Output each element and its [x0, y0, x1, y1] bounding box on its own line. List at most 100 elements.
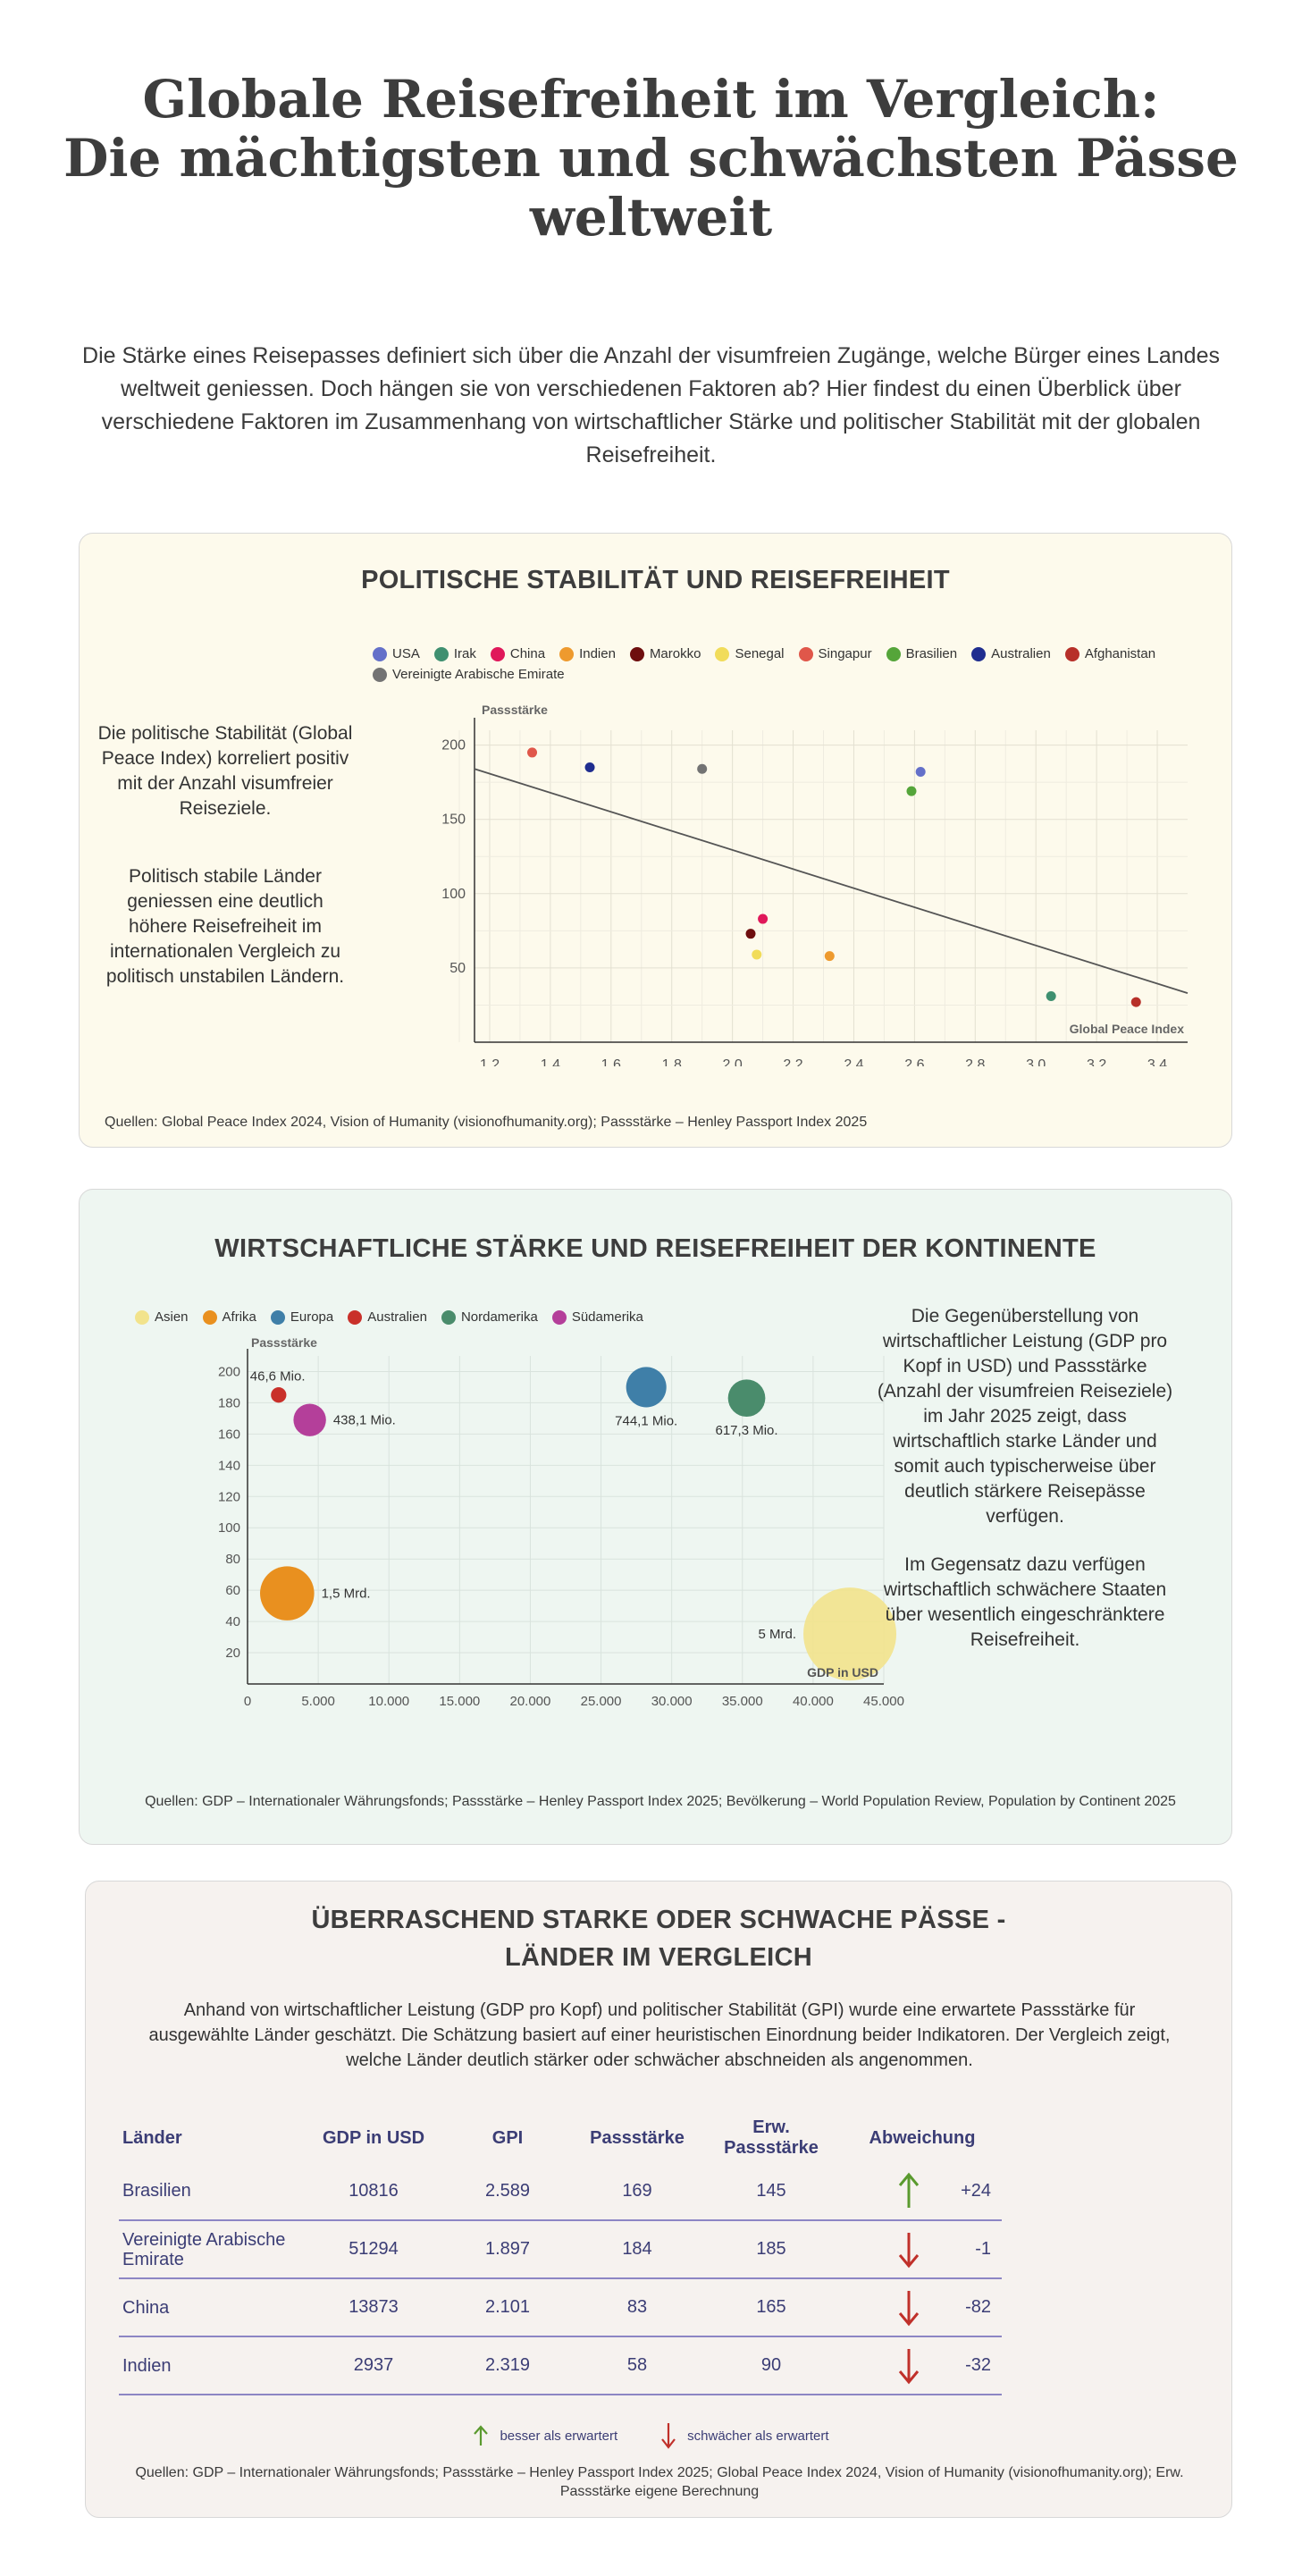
bubble-legend-item: Südamerika: [551, 1309, 643, 1325]
legend-swatch: [1064, 646, 1079, 661]
legend-swatch: [971, 646, 987, 661]
cell-deviation: -1: [843, 2220, 1002, 2279]
intro-text: Die Stärke eines Reisepasses definiert s…: [82, 343, 1220, 467]
data-point: [697, 763, 708, 774]
legend-label: Südamerika: [571, 1309, 643, 1325]
y-tick-label: 80: [225, 1552, 240, 1567]
y-tick-label: 60: [225, 1583, 240, 1598]
section3-intro: Anhand von wirtschaftlicher Leistung (GD…: [148, 2000, 1171, 2070]
cell-gpi: 2.589: [441, 2162, 575, 2221]
legend-swatch: [551, 1309, 567, 1325]
x-tick-label: 25.000: [581, 1694, 622, 1708]
bubble-chart: 0 5.000 10.000 15.000 20.000 25.000 30.000 35.0…: [218, 1335, 904, 1708]
scatter-legend-item: Marokko: [629, 646, 701, 661]
legend-swatch: [798, 646, 813, 661]
scatter-legend-item: Indien: [559, 646, 616, 661]
data-point: [824, 951, 835, 962]
cell-strength: 58: [575, 2336, 700, 2395]
deviation-value: -32: [965, 2355, 991, 2375]
cell-gdp: 51294: [307, 2220, 441, 2279]
title-line-3: weltweit: [529, 187, 773, 248]
table-row: Indien 2937 2.319 58 90 -32: [119, 2336, 1002, 2395]
table-row: China 13873 2.101 83 165 -82: [119, 2278, 1002, 2337]
scatter-chart: 1.2 1.4 1.6 1.8 2.0 2.2 2.4 2.6 2.8 3.0 3.2 3.4 50 10…: [441, 703, 1189, 1066]
header-country: Länder: [122, 2127, 182, 2148]
data-point: [915, 767, 926, 778]
section3-title: ÜBERRASCHEND STARKE ODER SCHWACHE PÄSSE …: [86, 1901, 1231, 1976]
header-strength: Passstärke: [590, 2127, 685, 2148]
scatter-legend-item: Australien: [971, 646, 1051, 661]
bubble-legend-item: Europa: [270, 1309, 333, 1325]
x-tick-label: 2.8: [965, 1057, 985, 1066]
legend-label: Senegal: [735, 646, 785, 661]
cell-country: Indien: [119, 2336, 307, 2395]
legend-swatch: [373, 667, 387, 682]
x-tick-label: 45.000: [863, 1694, 904, 1708]
bubble: [727, 1379, 766, 1418]
header-deviation: Abweichung: [869, 2127, 976, 2148]
bubble-legend-item: Asien: [135, 1309, 189, 1325]
legend-swatch: [715, 646, 730, 661]
section2-text-1: Die Gegenüberstellung von wirtschaftlich…: [877, 1306, 1173, 1527]
x-tick-label: 3.2: [1087, 1057, 1106, 1066]
x-tick-label: 10.000: [368, 1694, 409, 1708]
cell-expected: 185: [700, 2220, 843, 2279]
scatter-legend-item: Brasilien: [886, 646, 957, 661]
data-point: [758, 913, 769, 924]
data-point: [584, 762, 595, 773]
bubble-label: 617,3 Mio.: [716, 1423, 778, 1438]
arrow-down-icon: [898, 2232, 920, 2268]
title-line-2: Die mächtigsten und schwächsten Pässe: [63, 128, 1239, 189]
legend-label: Afghanistan: [1084, 646, 1156, 661]
legend-label: Singapur: [818, 646, 872, 661]
table-legend: besser als erwartert schwächer als erwar…: [0, 2422, 1302, 2449]
data-point: [906, 786, 917, 796]
x-axis-label: GDP in USD: [807, 1665, 878, 1679]
scatter-legend-item: Senegal: [715, 646, 785, 661]
x-tick-label: 15.000: [439, 1694, 480, 1708]
arrow-up-icon: [474, 2425, 489, 2446]
section3-source: Quellen: GDP – Internationaler Währungsf…: [135, 2465, 1184, 2499]
bubble-label: 5 Mrd.: [759, 1627, 797, 1642]
section2-source: Quellen: GDP – Internationaler Währungsf…: [145, 1794, 1176, 1809]
y-tick-label: 180: [218, 1395, 240, 1410]
legend-swatch: [559, 646, 575, 661]
legend-swatch: [629, 646, 644, 661]
scatter-legend-item: Singapur: [798, 646, 872, 661]
cell-strength: 184: [575, 2220, 700, 2279]
legend-label: Australien: [367, 1309, 427, 1325]
legend-swatch: [135, 1309, 149, 1325]
x-axis-label: Global Peace Index: [1070, 1022, 1185, 1036]
x-tick-label: 1.8: [662, 1057, 682, 1066]
legend-worse: schwächer als erwartert: [660, 2422, 829, 2449]
y-axis-label: Passstärke: [482, 703, 548, 717]
scatter-legend-item: China: [490, 646, 546, 661]
legend-label: Vereinigte Arabische Emirate: [392, 667, 565, 682]
x-tick-label: 5.000: [301, 1694, 335, 1708]
data-point: [1046, 990, 1056, 1001]
scatter-legend-item: Vereinigte Arabische Emirate: [373, 667, 565, 682]
section2-title: WIRTSCHAFTLICHE STÄRKE UND REISEFREIHEIT…: [214, 1234, 1096, 1263]
trendline: [474, 768, 1189, 995]
y-tick-label: 100: [441, 887, 466, 902]
legend-swatch: [348, 1309, 363, 1325]
bubble-legend-item: Nordamerika: [441, 1309, 538, 1325]
section1-source: Quellen: Global Peace Index 2024, Vision…: [105, 1115, 868, 1130]
legend-label: Asien: [155, 1309, 189, 1325]
legend-swatch: [202, 1309, 217, 1325]
bubble-legend: Asien Afrika Europa Australien Nordamerika Sü…: [135, 1309, 760, 1325]
cell-deviation: +24: [843, 2162, 1002, 2221]
y-tick-label: 20: [225, 1646, 240, 1661]
y-tick-label: 50: [449, 961, 466, 976]
x-tick-label: 40.000: [793, 1694, 834, 1708]
legend-swatch: [373, 646, 387, 661]
section1-text-2: Politisch stabile Länder geniessen eine …: [105, 866, 345, 987]
x-tick-label: 30.000: [651, 1694, 693, 1708]
legend-swatch: [490, 646, 505, 661]
x-tick-label: 3.0: [1026, 1057, 1046, 1066]
page-title: Globale Reisefreiheit im Vergleich: Die …: [54, 70, 1248, 247]
legend-label: China: [509, 646, 546, 661]
legend-swatch: [433, 646, 449, 661]
bubble: [803, 1587, 897, 1681]
header-gpi: GPI: [491, 2127, 524, 2148]
